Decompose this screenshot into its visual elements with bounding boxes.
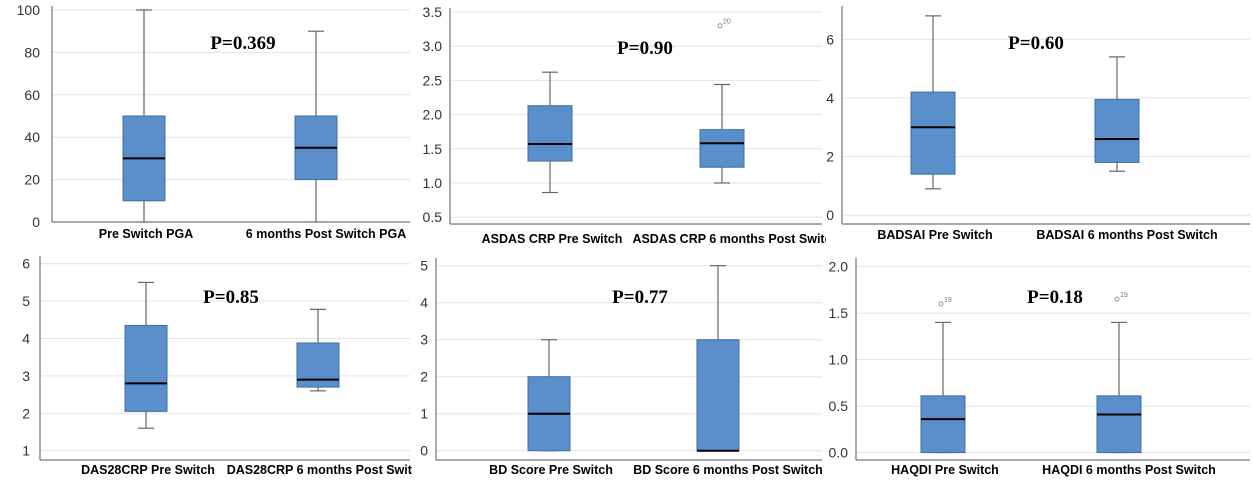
category-label: BD Score Pre Switch (489, 463, 613, 477)
y-tick-label: 1 (420, 406, 428, 422)
y-tick-label: 2 (420, 369, 428, 385)
p-value-label: P=0.85 (203, 287, 259, 308)
category-label: HAQDI 6 months Post Switch (1042, 463, 1216, 477)
haqdi-box-panel: 0.0 0.5 1.0 1.5 2.0 19 HAQDI Pre Switch 19 HAQDI… (826, 250, 1253, 483)
das28crp-box-panel: 1 2 3 4 5 6 DAS28CRP Pre Switch DAS28CRP 6 mont… (0, 250, 412, 483)
y-tick-label: 2 (22, 405, 30, 421)
category-label: BD Score 6 months Post Switch (633, 463, 823, 477)
y-tick-label: 2.0 (829, 259, 849, 275)
y-tick-label: 20 (24, 172, 40, 188)
y-tick-label: 1.0 (423, 175, 443, 191)
p-value-label: P=0.18 (1027, 287, 1083, 308)
iqr-box (910, 91, 956, 175)
y-tick-label: 1.0 (829, 352, 849, 368)
p-value-label: P=0.90 (617, 38, 673, 59)
iqr-box (699, 129, 745, 168)
category-label: BADSAI 6 months Post Switch (1036, 228, 1217, 242)
y-tick-label: 100 (17, 2, 41, 18)
iqr-box (1094, 98, 1140, 163)
iqr-box (527, 105, 573, 162)
haqdi-box-chart: 0.0 0.5 1.0 1.5 2.0 19 HAQDI Pre Switch 19 HAQDI… (829, 258, 1250, 477)
y-tick-label: 1.5 (423, 141, 443, 157)
y-tick-label: 6 (826, 31, 834, 47)
y-tick-label: 60 (24, 87, 40, 103)
y-tick-label: 3 (22, 368, 30, 384)
chart-group: 1 2 3 4 5 6 DAS28CRP Pre Switch DAS28CRP 6 mont… (22, 256, 412, 477)
y-tick-label: 2.5 (423, 72, 443, 88)
asdas-box-panel: 0.5 1.0 1.5 2.0 2.5 3.0 3.5 ASDAS CRP Pre Switc… (412, 0, 826, 244)
y-tick-label: 0.5 (423, 209, 443, 225)
y-tick-label: 40 (24, 129, 40, 145)
category-label: Pre Switch PGA (99, 227, 193, 241)
p-value-label: P=0.369 (210, 33, 275, 54)
y-tick-label: 0.5 (829, 398, 849, 414)
outlier-label: 19 (944, 297, 952, 304)
y-tick-label: 2.0 (423, 107, 443, 123)
bd-score-box-chart: 0 1 2 3 4 5 BD Score Pre Switch BD Score 6 mont… (420, 258, 823, 477)
y-tick-label: 5 (22, 293, 30, 309)
y-tick-label: 4 (22, 331, 30, 347)
y-tick-label: 3 (420, 332, 428, 348)
y-tick-label: 0 (826, 207, 834, 223)
y-tick-label: 0 (32, 214, 40, 230)
basdai-box-chart: 0 2 4 6 BADSAI Pre Switch BADSAI 6 months Pos… (826, 6, 1250, 242)
pga-box-chart: 0 20 40 60 80 100 Pre Switch PGA 6 months Post … (17, 2, 410, 241)
das28crp-box-chart: 1 2 3 4 5 6 DAS28CRP Pre Switch DAS28CRP 6 mont… (22, 256, 412, 477)
y-tick-label: 80 (24, 44, 40, 60)
iqr-box (1096, 395, 1142, 454)
chart-group: 0.0 0.5 1.0 1.5 2.0 19 HAQDI Pre Switch 19 HAQDI… (829, 258, 1250, 477)
category-label: 6 months Post Switch PGA (246, 227, 406, 241)
chart-group: 0 20 40 60 80 100 Pre Switch PGA 6 months Post … (17, 2, 410, 241)
asdas-box-chart: 0.5 1.0 1.5 2.0 2.5 3.0 3.5 ASDAS CRP Pre Switc… (423, 4, 826, 244)
chart-group: 0 2 4 6 BADSAI Pre Switch BADSAI 6 months Pos… (826, 6, 1250, 242)
y-tick-label: 6 (22, 256, 30, 272)
outlier-label: 20 (723, 19, 731, 26)
category-label: ASDAS CRP 6 months Post Switc (632, 232, 826, 244)
category-label: DAS28CRP 6 months Post Switc... (227, 463, 412, 477)
category-label: HAQDI Pre Switch (891, 463, 999, 477)
y-tick-label: 4 (826, 90, 834, 106)
category-label: BADSAI Pre Switch (877, 228, 992, 242)
iqr-box (124, 324, 168, 412)
outlier-point (717, 23, 723, 29)
y-tick-label: 5 (420, 258, 428, 274)
category-label: DAS28CRP Pre Switch (81, 463, 215, 477)
y-tick-label: 3.5 (423, 4, 443, 20)
iqr-box (696, 339, 740, 452)
y-tick-label: 3.0 (423, 38, 443, 54)
outlier-point (938, 301, 944, 307)
chart-group: 0.5 1.0 1.5 2.0 2.5 3.0 3.5 ASDAS CRP Pre Switc… (423, 4, 826, 244)
iqr-box (920, 395, 966, 454)
pga-box-panel: 0 20 40 60 80 100 Pre Switch PGA 6 months Post … (0, 0, 412, 244)
p-value-label: P=0.77 (612, 287, 668, 308)
y-tick-label: 0.0 (829, 445, 849, 461)
basdai-box-panel: 0 2 4 6 BADSAI Pre Switch BADSAI 6 months Pos… (826, 0, 1253, 244)
bd-score-box-panel: 0 1 2 3 4 5 BD Score Pre Switch BD Score 6 mont… (412, 250, 826, 483)
y-tick-label: 4 (420, 295, 428, 311)
p-value-label: P=0.60 (1008, 33, 1064, 54)
y-tick-label: 1 (22, 443, 30, 459)
y-tick-label: 2 (826, 149, 834, 165)
category-label: ASDAS CRP Pre Switch (482, 232, 623, 244)
y-tick-label: 1.5 (829, 305, 849, 321)
y-tick-label: 0 (420, 443, 428, 459)
outlier-point (1114, 296, 1120, 302)
outlier-label: 19 (1120, 292, 1128, 299)
chart-group: 0 1 2 3 4 5 BD Score Pre Switch BD Score 6 mont… (420, 258, 823, 477)
